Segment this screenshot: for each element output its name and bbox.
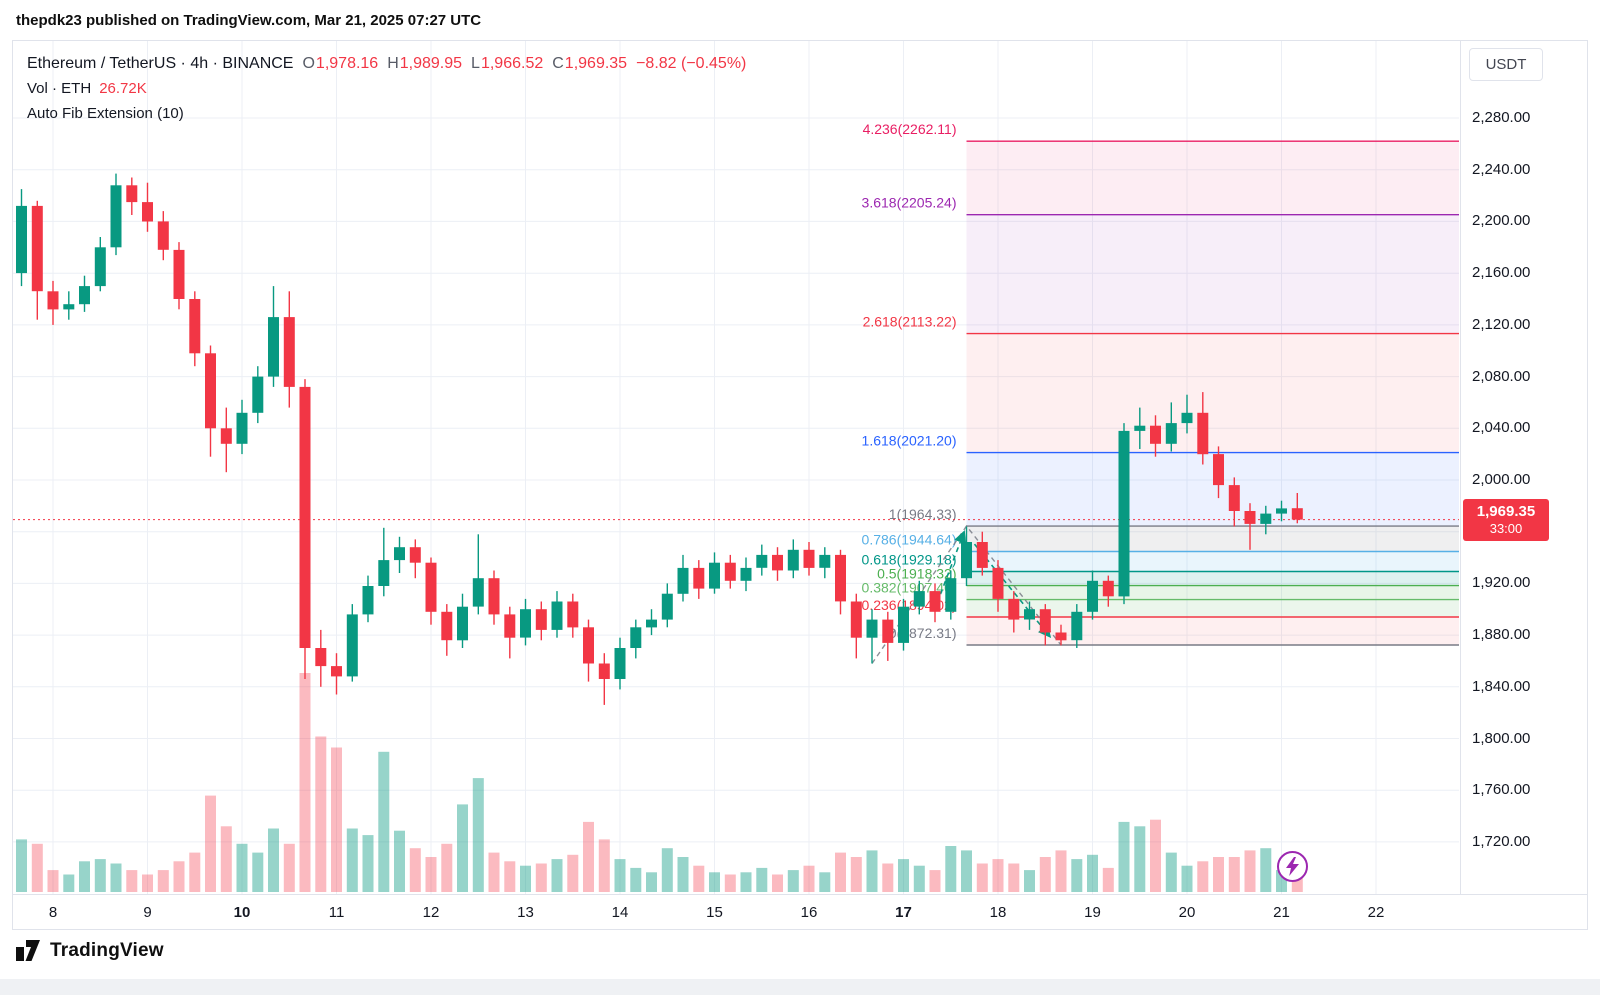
brand-name[interactable]: TradingView: [50, 940, 164, 961]
volume-label[interactable]: Vol · ETH: [27, 80, 92, 97]
last-price-value: 1,969.35: [1476, 503, 1536, 521]
time-axis-label: 18: [989, 904, 1007, 921]
svg-text:1(1964.33): 1(1964.33): [889, 506, 957, 522]
ohlc-close-value: 1,969.35: [564, 55, 628, 72]
ohlc-low-label: L: [471, 55, 480, 72]
ohlc-open-label: O: [302, 55, 315, 72]
time-axis-label: 9: [143, 904, 152, 921]
publish-header: thepdk23 published on TradingView.com, M…: [0, 0, 1600, 40]
currency-button[interactable]: USDT: [1469, 48, 1543, 81]
price-axis-label: 1,800.00: [1472, 729, 1531, 747]
svg-text:3.618(2205.24): 3.618(2205.24): [862, 195, 957, 211]
price-axis-label: 2,120.00: [1472, 315, 1531, 333]
fib-level-labels: 4.236(2262.11) 3.618(2205.24) 2.618(2113.2…: [862, 121, 957, 641]
chart-legend: Ethereum / TetherUS · 4h · BINANCE O 1,97…: [27, 51, 746, 126]
svg-text:0.618(1929.18): 0.618(1929.18): [862, 552, 957, 568]
bar-countdown: 33:00: [1489, 521, 1523, 537]
svg-text:2.618(2113.22): 2.618(2113.22): [863, 314, 957, 330]
last-price-tag: 1,969.35 33:00: [1463, 498, 1549, 541]
svg-text:0.382(1907.46): 0.382(1907.46): [862, 580, 957, 596]
lightning-icon: [1286, 857, 1299, 876]
price-axis-label: 2,000.00: [1472, 471, 1531, 488]
price-axis-label: 2,160.00: [1472, 264, 1531, 282]
fib-level-lines: [966, 140, 1459, 646]
ohlc-close-label: C: [552, 55, 564, 72]
symbol-title[interactable]: Ethereum / TetherUS · 4h · BINANCE: [27, 55, 294, 72]
publish-line: thepdk23 published on TradingView.com, M…: [16, 11, 482, 29]
svg-text:1.618(2021.20): 1.618(2021.20): [862, 433, 957, 449]
price-axis[interactable]: USDT 1,969.35 33:00 2,280.00 2,240.00 2,20…: [1460, 41, 1587, 894]
bottom-strip: [0, 979, 1600, 995]
chart-frame: 4.236(2262.11) 3.618(2205.24) 2.618(2113.2…: [12, 40, 1588, 930]
footer: TradingView: [16, 936, 164, 966]
ohlc-low-value: 1,966.52: [480, 55, 544, 72]
time-axis-label: 15: [706, 904, 723, 921]
lightning-button[interactable]: [1277, 851, 1308, 882]
ohlc-open-value: 1,978.16: [315, 55, 379, 72]
time-axis-label: 8: [48, 904, 58, 921]
change-value: −8.82 (−0.45%): [636, 55, 747, 72]
price-axis-label: 2,080.00: [1472, 367, 1531, 385]
time-axis-label: 17: [895, 904, 912, 921]
time-axis-label: 20: [1178, 904, 1196, 921]
time-axis-label: 10: [233, 904, 251, 921]
time-axis-label: 16: [800, 904, 818, 921]
time-axis-label: 13: [517, 904, 534, 921]
price-axis-label: 1,760.00: [1472, 781, 1531, 799]
volume-bars: [16, 673, 1303, 892]
ohlc-high-label: H: [387, 55, 399, 72]
candles: [16, 173, 1303, 705]
price-axis-label: 1,880.00: [1472, 626, 1531, 644]
indicator-label[interactable]: Auto Fib Extension (10): [27, 105, 184, 122]
svg-text:0.5(1918.32): 0.5(1918.32): [877, 566, 956, 582]
time-axis-label: 22: [1367, 904, 1385, 921]
fib-bands: [966, 141, 1459, 646]
tradingview-logo[interactable]: [16, 940, 41, 962]
time-axis-label: 12: [422, 904, 440, 921]
price-axis-label: 1,840.00: [1472, 677, 1531, 695]
volume-value: 26.72K: [99, 80, 147, 97]
ohlc-high-value: 1,989.95: [399, 55, 463, 72]
time-axis-label: 21: [1273, 904, 1290, 921]
price-axis-label: 1,720.00: [1472, 832, 1531, 850]
chart-canvas[interactable]: 4.236(2262.11) 3.618(2205.24) 2.618(2113.2…: [13, 41, 1459, 894]
time-axis-label: 14: [611, 904, 629, 921]
time-axis-label: 19: [1084, 904, 1101, 921]
price-axis-label: 2,280.00: [1472, 109, 1531, 126]
svg-text:0.786(1944.64): 0.786(1944.64): [862, 532, 957, 548]
svg-text:4.236(2262.11): 4.236(2262.11): [863, 121, 957, 137]
price-axis-label: 1,920.00: [1472, 574, 1531, 592]
chart-plot[interactable]: 4.236(2262.11) 3.618(2205.24) 2.618(2113.2…: [13, 41, 1459, 894]
time-axis[interactable]: 8 9 10 11 12 13 14 15 16 17 18 19 20 21 22: [13, 894, 1587, 929]
price-axis-label: 2,200.00: [1472, 212, 1531, 230]
price-axis-label: 2,040.00: [1472, 419, 1531, 437]
price-axis-label: 2,240.00: [1472, 160, 1531, 178]
time-axis-label: 11: [328, 904, 345, 921]
